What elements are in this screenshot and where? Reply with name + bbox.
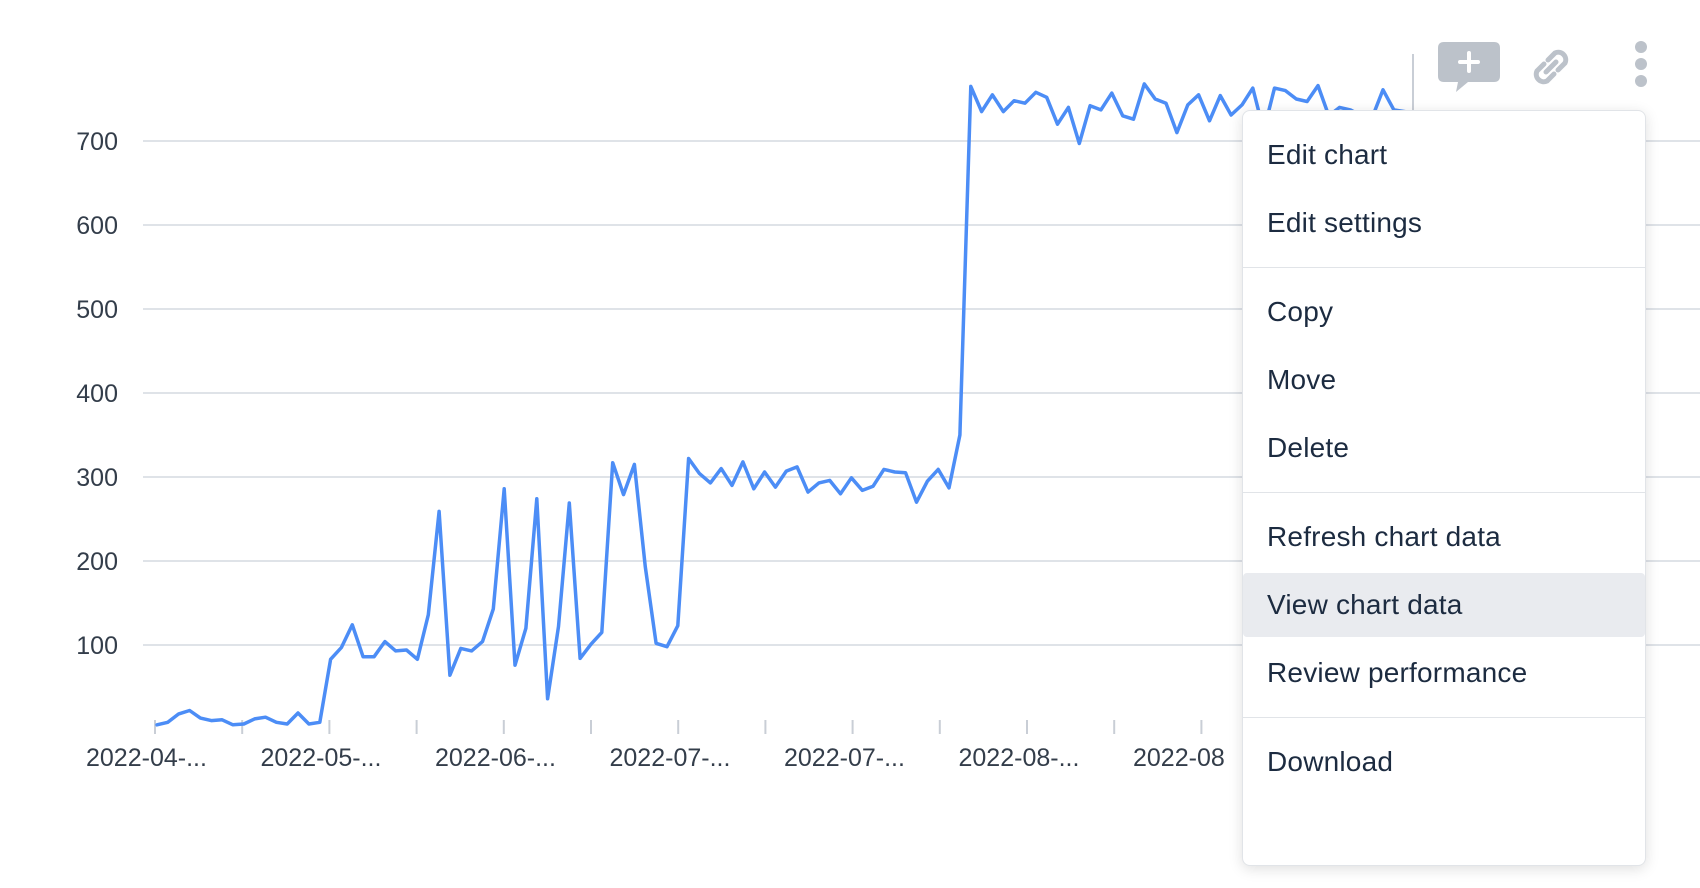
menu-item-download[interactable]: Download xyxy=(1267,746,1394,777)
menu-divider xyxy=(1243,492,1645,493)
chart-toolbar xyxy=(1400,40,1700,120)
menu-divider xyxy=(1243,717,1645,718)
add-comment-icon xyxy=(1438,42,1500,92)
menu-item-review-performance[interactable]: Review performance xyxy=(1267,657,1528,688)
chart-options-menu: Edit chart Edit settings Copy Move Delet… xyxy=(1242,110,1646,866)
menu-group-edit: Edit chart Edit settings xyxy=(1243,111,1645,267)
menu-item-view-chart-data[interactable]: View chart data xyxy=(1243,573,1645,637)
x-tick-label: 2022-05-... xyxy=(261,744,382,772)
x-tick-label: 2022-07-... xyxy=(610,744,731,772)
y-axis: 100 200 300 400 500 600 700 xyxy=(76,128,118,660)
more-options-button[interactable] xyxy=(1626,40,1656,90)
menu-divider xyxy=(1243,267,1645,268)
x-axis: 2022-04-... 2022-05-... 2022-06-... 2022-07… xyxy=(86,720,1225,772)
y-tick-label: 200 xyxy=(76,548,118,576)
menu-group-export: Download xyxy=(1243,718,1645,806)
menu-item-refresh-chart-data[interactable]: Refresh chart data xyxy=(1267,521,1501,552)
y-tick-label: 400 xyxy=(76,380,118,408)
y-tick-label: 600 xyxy=(76,212,118,240)
x-tick-label: 2022-04-... xyxy=(86,744,207,772)
menu-item-edit-settings[interactable]: Edit settings xyxy=(1267,207,1423,238)
chart-gridlines xyxy=(143,140,1700,646)
toolbar-divider xyxy=(1412,54,1414,114)
x-tick-label: 2022-08-... xyxy=(959,744,1080,772)
series-line xyxy=(155,82,1407,727)
more-vertical-icon xyxy=(1635,41,1647,87)
x-tick-label: 2022-06-... xyxy=(435,744,556,772)
menu-item-move[interactable]: Move xyxy=(1267,364,1337,395)
menu-item-delete[interactable]: Delete xyxy=(1267,432,1350,463)
y-tick-label: 700 xyxy=(76,128,118,156)
menu-item-edit-chart[interactable]: Edit chart xyxy=(1267,139,1388,170)
menu-group-manage: Copy Move Delete xyxy=(1243,268,1645,492)
menu-item-copy[interactable]: Copy xyxy=(1267,296,1334,327)
x-tick-label: 2022-08 xyxy=(1133,744,1225,772)
link-icon xyxy=(1533,49,1569,85)
y-tick-label: 300 xyxy=(76,464,118,492)
copy-link-button[interactable] xyxy=(1524,40,1578,94)
add-comment-button[interactable] xyxy=(1438,42,1502,98)
x-tick-label: 2022-07-... xyxy=(784,744,905,772)
y-tick-label: 500 xyxy=(76,296,118,324)
menu-group-data: Refresh chart data View chart data Revie… xyxy=(1243,493,1645,717)
y-tick-label: 100 xyxy=(76,632,118,660)
